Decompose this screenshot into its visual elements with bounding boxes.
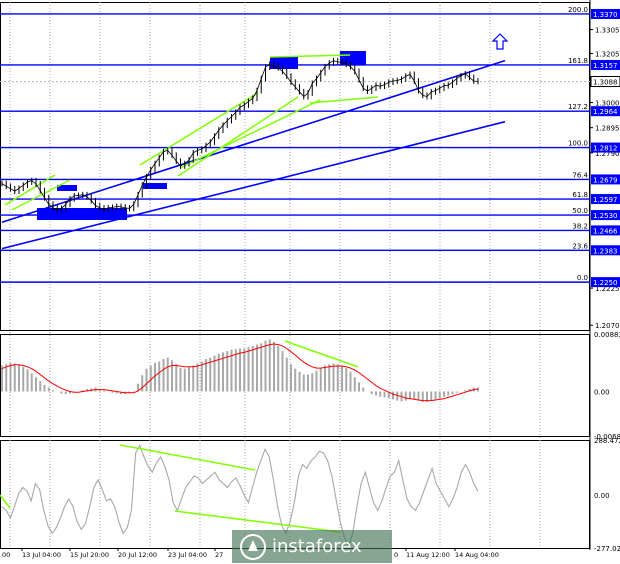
pattern-highlight-box: [57, 185, 77, 191]
price-axis-label: 1.2225: [595, 285, 620, 293]
watermark: instaforex: [232, 530, 392, 563]
level-price-label: 1.3370: [593, 11, 618, 19]
time-axis-label: 0: [394, 551, 398, 559]
annotation-line: [177, 96, 299, 177]
level-price-label: 1.2530: [593, 212, 618, 220]
fib-percent-label: 161.8: [568, 57, 588, 65]
fib-percent-label: 61.8: [572, 191, 588, 199]
instaforex-logo-icon: [240, 533, 266, 560]
level-price-label: 1.2597: [593, 196, 618, 204]
cci-divergence-line: [0, 494, 11, 509]
annotation-line: [309, 96, 379, 104]
time-axis-label: 14 Aug 04:00: [455, 551, 499, 559]
level-price-box: [591, 210, 620, 221]
price-axis-label: 1.3000: [595, 100, 620, 108]
time-axis-label: 23 Jul 04:00: [168, 551, 207, 559]
up-arrow-icon: [491, 33, 509, 50]
level-price-box: [591, 245, 620, 256]
level-price-label: 1.2812: [593, 145, 618, 153]
cci-axis-label: 288.4729: [594, 437, 620, 445]
pattern-highlight-box: [270, 57, 298, 69]
level-price-box: [591, 142, 620, 153]
macd-axis-label: -0.00683: [594, 433, 620, 441]
level-price-label: 1.2250: [593, 279, 618, 287]
price-axis-label: 1.2790: [595, 150, 620, 158]
time-axis-label: 27: [215, 551, 223, 559]
panel-frame: [0, 2, 590, 331]
time-axis-label: 20 Jul 12:00: [118, 551, 157, 559]
annotation-line: [269, 54, 351, 58]
time-axis-label: 13 Jul 04:00: [22, 551, 61, 559]
fib-percent-label: 100.0: [568, 140, 588, 148]
cci-axis-label: -277.023: [594, 545, 620, 553]
fib-percent-label: 76.4: [572, 171, 588, 179]
level-price-box: [591, 277, 620, 288]
macd-axis-label: 0.00: [594, 389, 610, 397]
time-axis-label: 15 Jul 20:00: [70, 551, 109, 559]
level-price-label: 1.2383: [593, 247, 618, 255]
price-axis-label: 1.2895: [595, 125, 620, 133]
pattern-highlight-box: [37, 208, 127, 220]
macd-divergence-line: [284, 340, 359, 368]
level-price-label: 1.3157: [593, 62, 618, 70]
time-axis-label: 11 Aug 12:00: [406, 551, 450, 559]
fib-percent-label: 38.2: [572, 222, 588, 230]
level-price-box: [591, 8, 620, 19]
fib-percent-label: 50.0: [572, 207, 588, 215]
fib-percent-label: 200.0: [568, 6, 588, 14]
price-axis-label: 1.2070: [595, 322, 620, 330]
price-close-line: [1, 60, 479, 211]
level-price-box: [591, 225, 620, 236]
level-price-label: 1.2466: [593, 227, 618, 235]
level-price-box: [591, 59, 620, 70]
fib-percent-label: 0.0: [577, 274, 588, 282]
level-price-box: [591, 194, 620, 205]
price-axis-label: 1.3205: [595, 50, 620, 58]
macd-signal-line: [1, 343, 479, 402]
current-price-box: [590, 75, 620, 87]
cci-line: [1, 444, 479, 549]
fib-percent-label: 127.2: [568, 103, 588, 111]
fib-percent-label: 23.6: [572, 242, 588, 250]
channel-line: [1, 59, 506, 224]
level-price-box: [591, 106, 620, 117]
annotation-line: [139, 92, 259, 166]
macd-axis-label: 0.00883: [594, 331, 620, 339]
level-price-box: [591, 174, 620, 185]
time-axis-label: 00: [2, 551, 10, 559]
annotation-line: [179, 99, 321, 169]
annotation-line: [11, 179, 71, 211]
cci-axis-label: 0.00: [594, 492, 610, 500]
cci-divergence-line: [119, 444, 256, 471]
level-price-label: 1.2679: [593, 176, 618, 184]
watermark-text: instaforex: [272, 536, 362, 557]
annotation-line: [4, 174, 56, 206]
current-price-label: 1.3088: [593, 78, 618, 86]
cci-divergence-line: [174, 510, 341, 533]
level-price-label: 1.2964: [593, 108, 618, 116]
price-axis-label: 1.3305: [595, 27, 620, 35]
pattern-highlight-box: [143, 183, 167, 189]
channel-line: [1, 120, 506, 250]
